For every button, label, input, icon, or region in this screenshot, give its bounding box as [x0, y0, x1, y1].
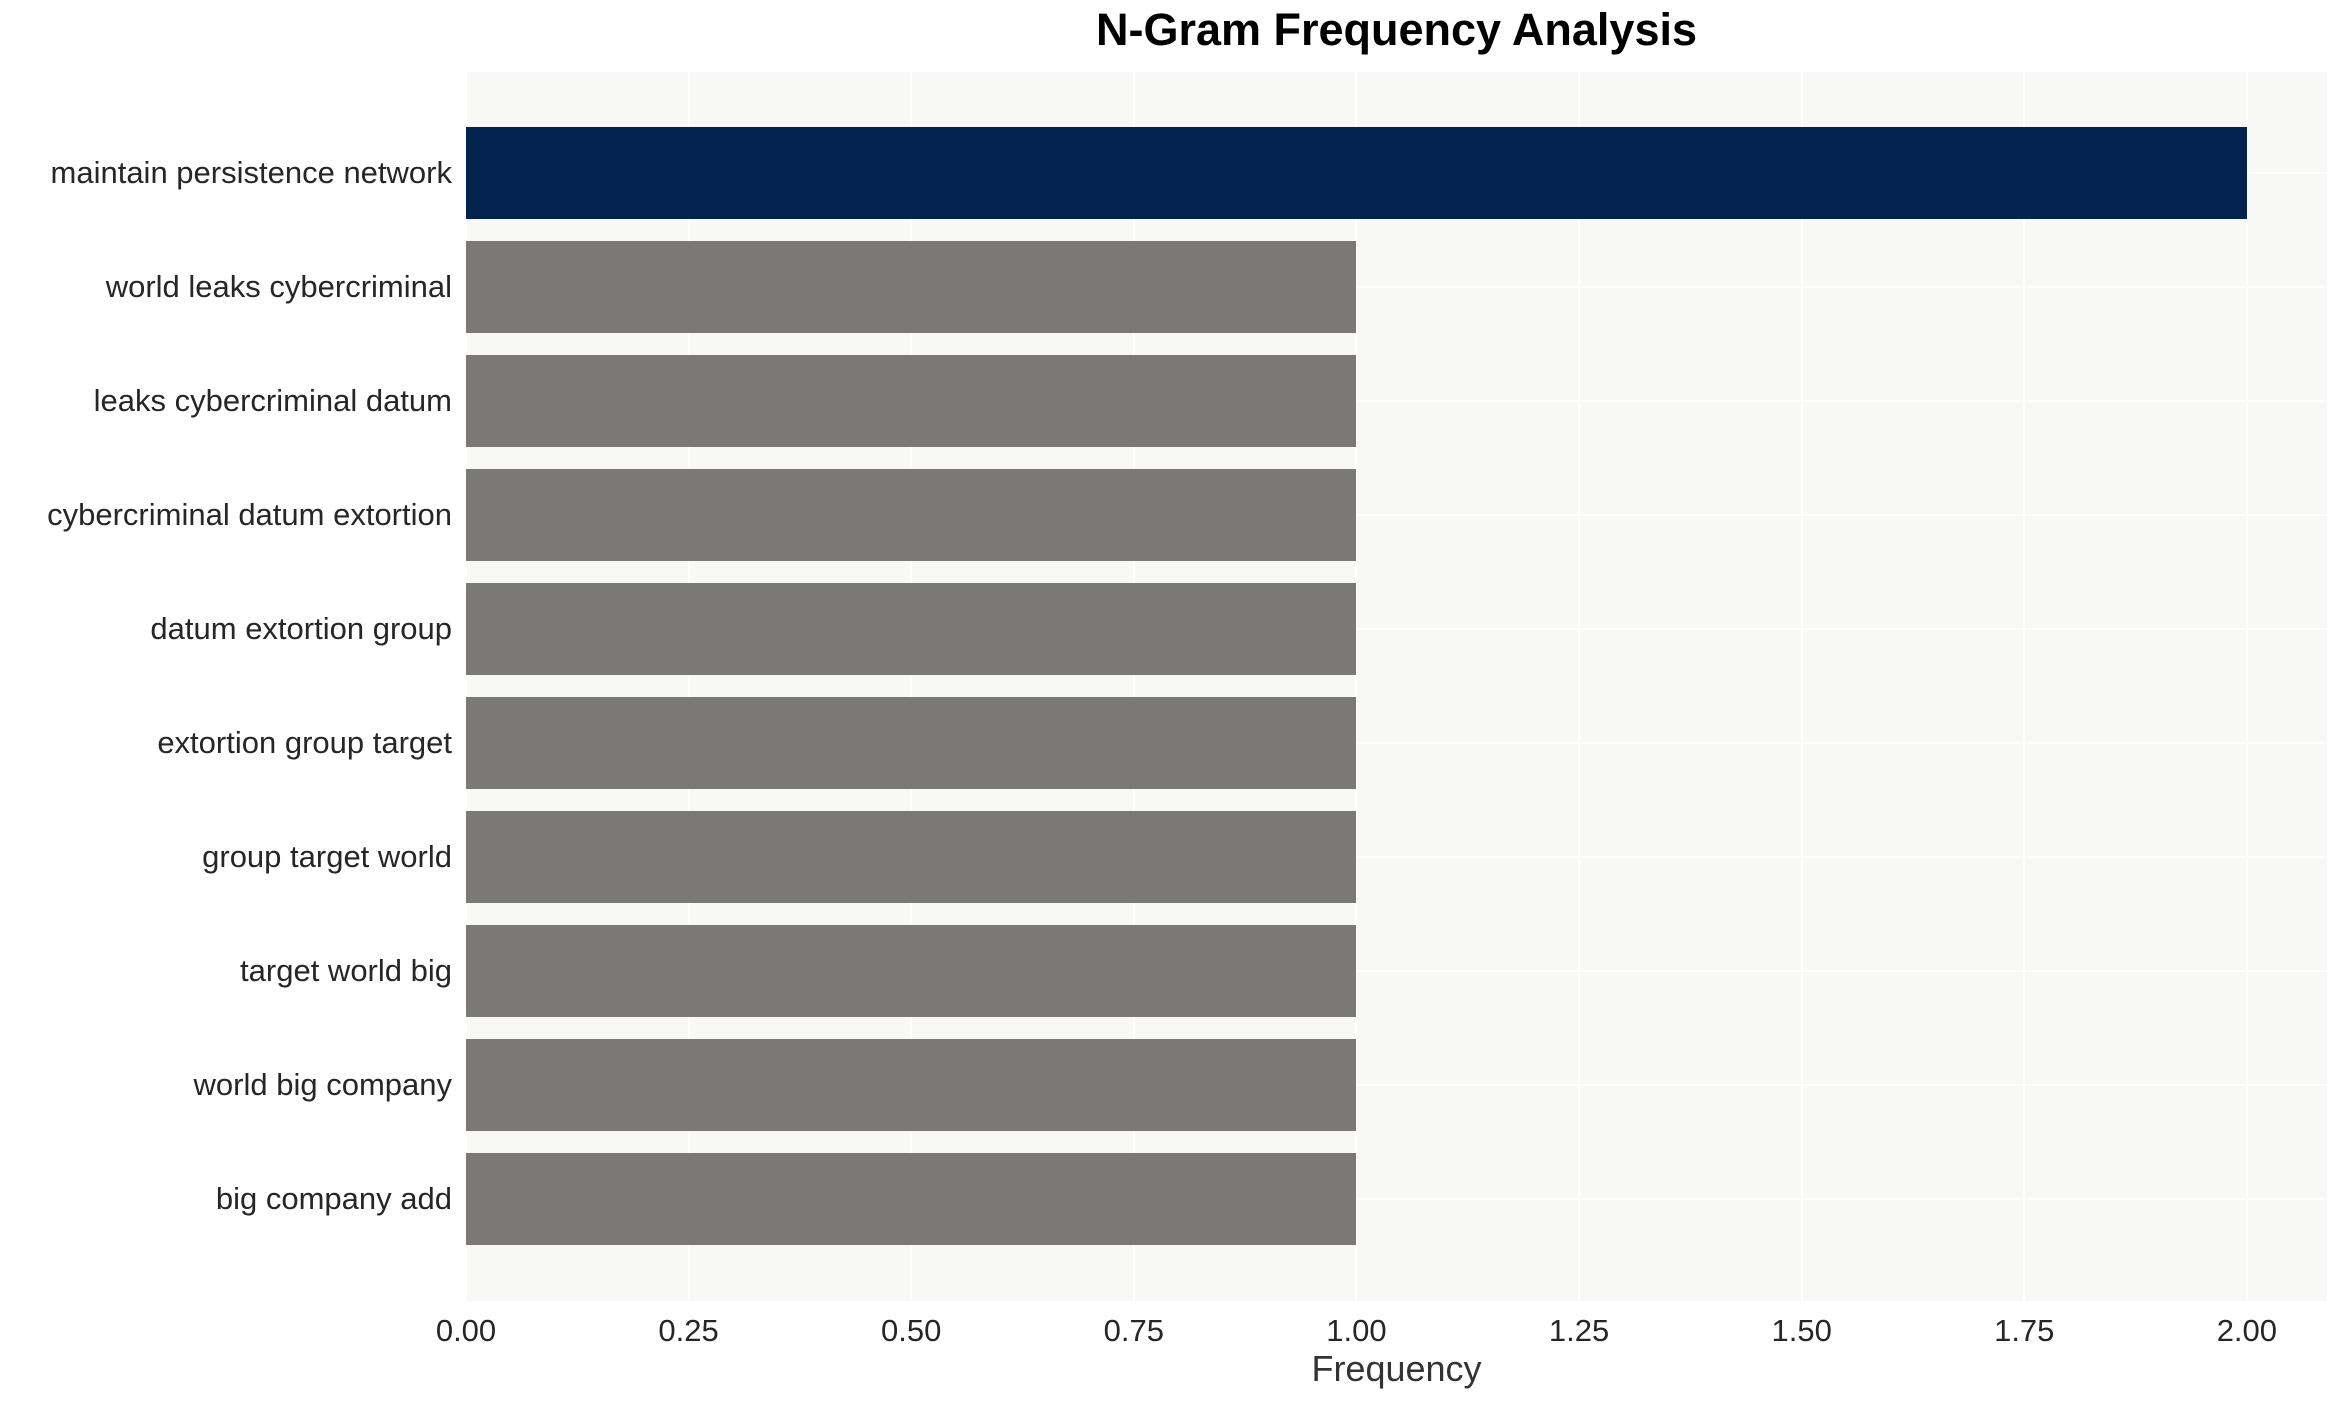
x-tick-label: 0.50: [881, 1313, 942, 1348]
vertical-gridline: [1800, 72, 1803, 1301]
bar-cybercriminal-datum-extortion: [466, 469, 1357, 561]
horizontal-gridline: [466, 400, 2327, 402]
horizontal-gridline: [466, 856, 2327, 858]
y-tick-label: world big company: [193, 1067, 452, 1102]
bar-row: [466, 127, 2327, 219]
bar-row: [466, 1039, 2327, 1131]
x-tick-label: 0.75: [1103, 1313, 1164, 1348]
x-tick-label: 0.00: [435, 1313, 497, 1348]
x-tick-label: 1.25: [1548, 1313, 1610, 1348]
horizontal-gridline: [466, 286, 2327, 288]
bar-row: [466, 1153, 2327, 1245]
bar-row: [466, 697, 2327, 789]
y-tick-label: cybercriminal datum extortion: [47, 497, 452, 532]
y-tick-label: group target world: [202, 839, 452, 874]
x-axis-label: Frequency: [1311, 1348, 1482, 1389]
bar-group-target-world: [466, 811, 1357, 903]
vertical-gridline: [1132, 72, 1135, 1301]
vertical-gridline: [1578, 72, 1581, 1301]
horizontal-gridline: [466, 514, 2327, 516]
y-tick-label: datum extortion group: [150, 611, 452, 646]
y-tick-label: big company add: [215, 1181, 452, 1216]
bar-row: [466, 469, 2327, 561]
bar-big-company-add: [466, 1153, 1357, 1245]
x-tick-label: 1.00: [1326, 1313, 1387, 1348]
vertical-gridline: [910, 72, 913, 1301]
y-tick-label: maintain persistence network: [50, 155, 452, 190]
bar-maintain-persistence-network: [466, 127, 2247, 219]
x-tick-label: 0.25: [658, 1313, 719, 1348]
x-tick-label: 1.50: [1771, 1313, 1832, 1348]
horizontal-gridline: [466, 970, 2327, 972]
vertical-gridline: [2245, 72, 2248, 1301]
bar-extortion-group-target: [466, 697, 1357, 789]
bar-row: [466, 583, 2327, 675]
x-tick-label: 1.75: [1994, 1313, 2055, 1348]
vertical-gridline: [465, 72, 467, 1301]
bar-row: [466, 241, 2327, 333]
x-tick-label: 2.00: [2216, 1313, 2278, 1348]
bar-row: [466, 925, 2327, 1017]
y-axis-labels: maintain persistence network world leaks …: [0, 127, 452, 1267]
y-tick-label: world leaks cybercriminal: [105, 269, 452, 304]
vertical-gridline: [2023, 72, 2026, 1301]
chart-title: N-Gram Frequency Analysis: [1095, 4, 1698, 55]
bar-datum-extortion-group: [466, 583, 1357, 675]
plot-area: [465, 72, 2327, 1301]
y-tick-label: target world big: [240, 953, 452, 988]
horizontal-gridline: [466, 628, 2327, 630]
horizontal-gridline: [466, 1198, 2327, 1200]
y-tick-label: extortion group target: [157, 725, 452, 760]
bar-world-big-company: [466, 1039, 1357, 1131]
vertical-gridline: [1355, 72, 1358, 1301]
vertical-gridline: [687, 72, 690, 1301]
bar-leaks-cybercriminal-datum: [466, 355, 1357, 447]
bar-row: [466, 811, 2327, 903]
bar-target-world-big: [466, 925, 1357, 1017]
horizontal-gridline: [466, 742, 2327, 744]
bar-world-leaks-cybercriminal: [466, 241, 1357, 333]
y-tick-label: leaks cybercriminal datum: [93, 383, 452, 418]
bar-row: [466, 355, 2327, 447]
horizontal-gridline: [466, 1084, 2327, 1086]
